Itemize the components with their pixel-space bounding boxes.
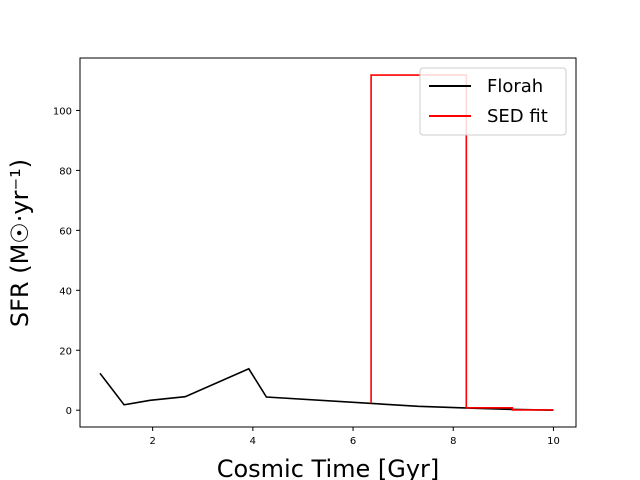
- y-axis-label: SFR (M☉·yr⁻¹): [6, 159, 34, 327]
- x-axis-ticks: 2 4 6 8 10: [149, 427, 560, 447]
- x-tick-label: 10: [547, 436, 560, 447]
- x-tick-label: 8: [450, 436, 456, 447]
- y-tick-label: 60: [59, 226, 72, 237]
- y-tick-label: 100: [53, 106, 72, 117]
- legend-box: [419, 67, 567, 136]
- legend: Florah SED fit: [419, 67, 567, 136]
- legend-label-sed-fit: SED fit: [487, 106, 548, 127]
- x-tick-label: 4: [250, 436, 256, 447]
- series-line-florah: [99, 367, 554, 411]
- x-tick-label: 2: [149, 436, 155, 447]
- legend-label-florah: Florah: [487, 76, 543, 97]
- x-axis-label: Cosmic Time [Gyr]: [217, 455, 440, 480]
- plot-series: [99, 74, 554, 411]
- axes-frame: [79, 57, 577, 428]
- y-tick-label: 80: [59, 166, 72, 177]
- x-tick-label: 6: [350, 436, 356, 447]
- y-axis-ticks: 0 20 40 60 80 100: [53, 106, 80, 417]
- y-tick-label: 40: [59, 286, 72, 297]
- y-tick-label: 0: [66, 406, 72, 417]
- y-tick-label: 20: [59, 346, 72, 357]
- series-line-sed-fit: [370, 74, 554, 411]
